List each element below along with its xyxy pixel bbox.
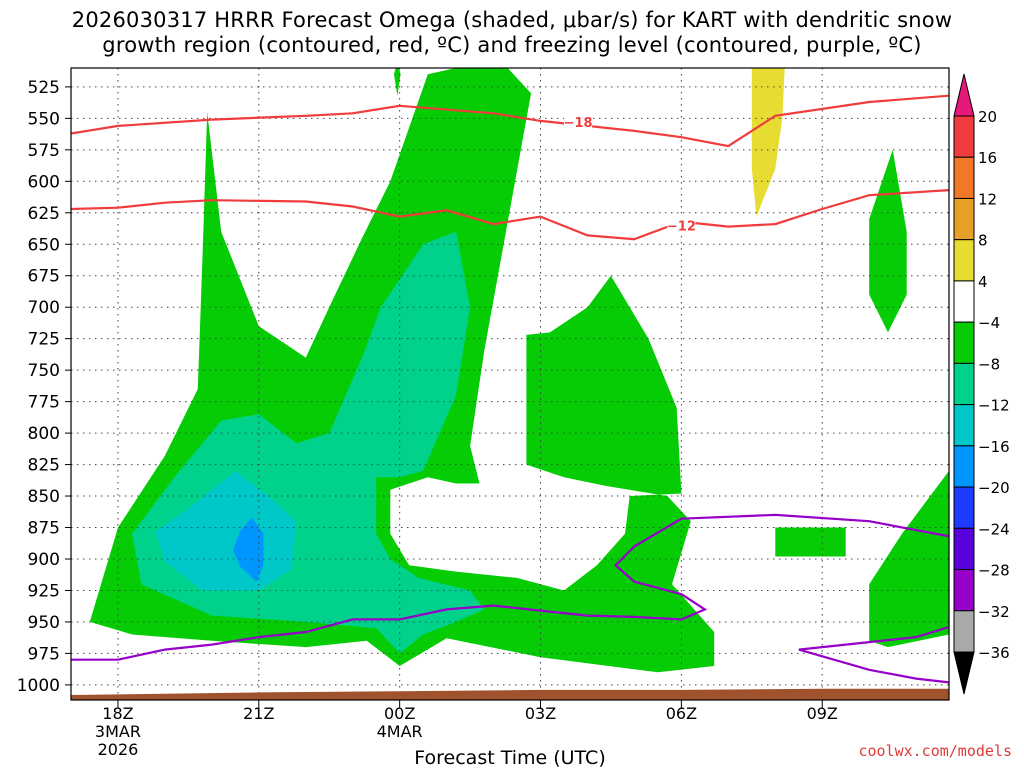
contour-lines: −18 −12 [71, 94, 949, 684]
y-tick-label-15: 900 [28, 550, 60, 570]
colorbar-swatch-9 [953, 486, 975, 529]
y-tick-label-12: 825 [28, 456, 60, 476]
y-tick-label-1: 550 [28, 109, 60, 129]
freezing-level-main-line [71, 513, 949, 661]
freezing-level-lower-line [798, 648, 949, 684]
x-tick-label-4: 06Z [666, 704, 697, 723]
contour-label-1: −12 [667, 219, 696, 234]
colorbar-label-13: −36 [978, 644, 1010, 662]
chart-title: 2026030317 HRRR Forecast Omega (shaded, … [0, 8, 1024, 58]
colorbar-swatch-1 [953, 156, 975, 199]
colorbar-label-5: −4 [978, 314, 1000, 332]
colorbar-label-10: −24 [978, 520, 1010, 538]
x-tick-label-5: 09Z [807, 704, 838, 723]
colorbar-label-6: −8 [978, 355, 1000, 373]
omega-shading [89, 68, 949, 673]
y-tick-label-10: 775 [28, 393, 60, 413]
y-axis: 525 550 575 600 625 650 675 700 725 750 775 800 825 8… [17, 78, 71, 696]
omega-region-3 [233, 517, 264, 582]
colorbar-label-9: −20 [978, 479, 1010, 497]
omega-region-5 [869, 470, 949, 648]
colorbar-label-7: −12 [978, 397, 1010, 415]
x-tick-sublabel-2-0: 4MAR [377, 722, 423, 741]
y-tick-label-17: 950 [28, 613, 60, 633]
x-tick-sublabel-0-1: 2026 [98, 740, 139, 759]
x-axis-label: Forecast Time (UTC) [414, 747, 605, 768]
contour-label-bg-1 [667, 217, 696, 233]
y-tick-label-5: 650 [28, 235, 60, 255]
colorbar-swatch-10 [953, 527, 975, 571]
title-line-1: 2026030317 HRRR Forecast Omega (shaded, … [71, 8, 953, 32]
colorbar-swatch-3 [953, 239, 975, 282]
y-tick-label-6: 675 [28, 267, 60, 287]
colorbar-label-0: 20 [978, 108, 997, 126]
colorbar: 20 16 12 8 4 −4 −8 −12 −16 −20 −24 −28 −32 −36 [953, 73, 1010, 695]
freezing-level-east-line [798, 625, 949, 651]
isotherm-minus12-line [71, 189, 949, 241]
contour-label-bg-0 [564, 114, 593, 130]
colorbar-label-2: 12 [978, 190, 997, 208]
y-tick-label-7: 700 [28, 298, 60, 318]
terrain-fill [71, 688, 949, 700]
title-line-2: growth region (contoured, red, ºC) and f… [102, 33, 922, 57]
colorbar-swatch-7 [953, 404, 975, 447]
y-tick-label-11: 800 [28, 424, 60, 444]
colorbar-swatch-6 [953, 362, 975, 406]
y-tick-label-8: 725 [28, 330, 60, 350]
grid-lines [71, 68, 949, 700]
colorbar-label-11: −28 [978, 562, 1010, 580]
y-tick-label-4: 625 [28, 204, 60, 224]
credit-text: coolwx.com/models [858, 742, 1012, 760]
omega-region-7 [394, 68, 401, 96]
x-tick-label-0: 18Z [102, 704, 133, 723]
x-tick-label-2: 00Z [384, 704, 415, 723]
omega-positive-region-0 [751, 68, 785, 217]
colorbar-swatch-11 [953, 569, 975, 612]
colorbar-swatch-4 [953, 280, 975, 323]
omega-region-6 [775, 527, 846, 557]
y-tick-label-18: 975 [28, 644, 60, 664]
colorbar-swatch-0 [953, 115, 975, 158]
terrain [71, 688, 949, 700]
plot-frame [70, 67, 950, 701]
x-tick-sublabel-0-0: 3MAR [95, 722, 141, 741]
x-tick-label-3: 03Z [525, 704, 556, 723]
y-tick-label-14: 875 [28, 519, 60, 539]
colorbar-swatch-12 [953, 610, 975, 653]
colorbar-bottom-arrow [953, 651, 975, 695]
y-tick-label-16: 925 [28, 581, 60, 601]
y-tick-label-0: 525 [28, 78, 60, 98]
colorbar-label-1: 16 [978, 149, 997, 167]
isotherm-minus18-line [71, 94, 949, 148]
colorbar-label-4: 4 [978, 273, 988, 291]
y-tick-label-9: 750 [28, 361, 60, 381]
contour-label-0: −18 [564, 116, 593, 131]
colorbar-swatch-8 [953, 445, 975, 488]
colorbar-label-12: −32 [978, 603, 1010, 621]
colorbar-top-arrow [953, 73, 975, 117]
colorbar-swatch-2 [953, 197, 975, 241]
x-tick-label-1: 21Z [243, 704, 274, 723]
colorbar-swatch-5 [953, 321, 975, 364]
omega-region-4 [869, 149, 907, 333]
y-tick-label-13: 850 [28, 487, 60, 507]
y-tick-label-19: 1000 [17, 676, 60, 696]
y-tick-label-3: 600 [28, 172, 60, 192]
colorbar-label-3: 8 [978, 232, 988, 250]
colorbar-label-8: −16 [978, 438, 1010, 456]
y-tick-label-2: 575 [28, 141, 60, 161]
